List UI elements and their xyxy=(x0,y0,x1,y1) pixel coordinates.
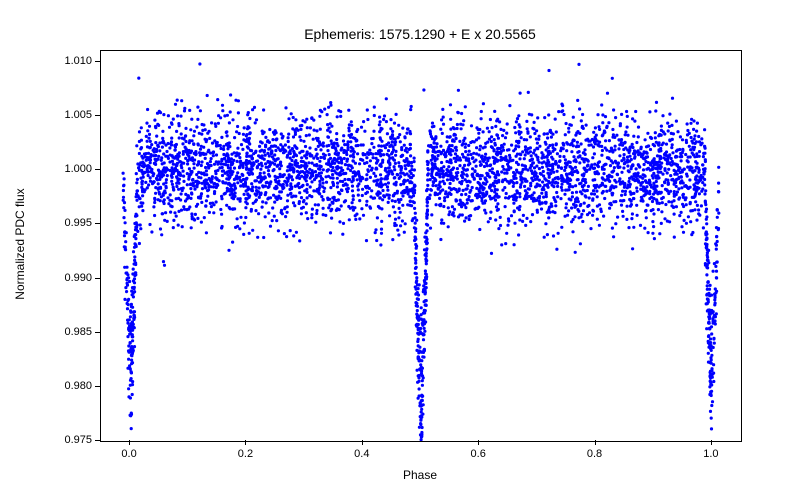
xtick-label: 0.4 xyxy=(354,448,369,460)
xtick xyxy=(129,440,130,445)
ytick xyxy=(95,440,100,441)
xtick xyxy=(711,440,712,445)
ytick xyxy=(95,115,100,116)
xtick-label: 0.2 xyxy=(238,448,253,460)
ytick-label: 0.975 xyxy=(52,434,92,446)
xtick-label: 0.6 xyxy=(471,448,486,460)
ytick-label: 0.990 xyxy=(52,272,92,284)
ytick-label: 0.995 xyxy=(52,217,92,229)
xtick xyxy=(245,440,246,445)
xtick xyxy=(595,440,596,445)
plot-area xyxy=(100,50,742,442)
xtick xyxy=(478,440,479,445)
ytick xyxy=(95,61,100,62)
ytick xyxy=(95,386,100,387)
xtick-label: 0.0 xyxy=(121,448,136,460)
ytick-label: 0.980 xyxy=(52,380,92,392)
ytick xyxy=(95,278,100,279)
xtick-label: 0.8 xyxy=(587,448,602,460)
ytick-label: 1.010 xyxy=(52,55,92,67)
xtick-label: 1.0 xyxy=(703,448,718,460)
y-axis-label: Normalized PDC flux xyxy=(13,184,27,304)
scatter-points xyxy=(101,51,741,441)
ytick xyxy=(95,223,100,224)
xtick xyxy=(362,440,363,445)
ytick xyxy=(95,169,100,170)
figure: Ephemeris: 1575.1290 + E x 20.5565 Phase… xyxy=(0,0,800,500)
ytick-label: 1.000 xyxy=(52,163,92,175)
chart-title: Ephemeris: 1575.1290 + E x 20.5565 xyxy=(100,26,740,42)
x-axis-label: Phase xyxy=(100,468,740,482)
ytick xyxy=(95,332,100,333)
ytick-label: 1.005 xyxy=(52,109,92,121)
ytick-label: 0.985 xyxy=(52,326,92,338)
